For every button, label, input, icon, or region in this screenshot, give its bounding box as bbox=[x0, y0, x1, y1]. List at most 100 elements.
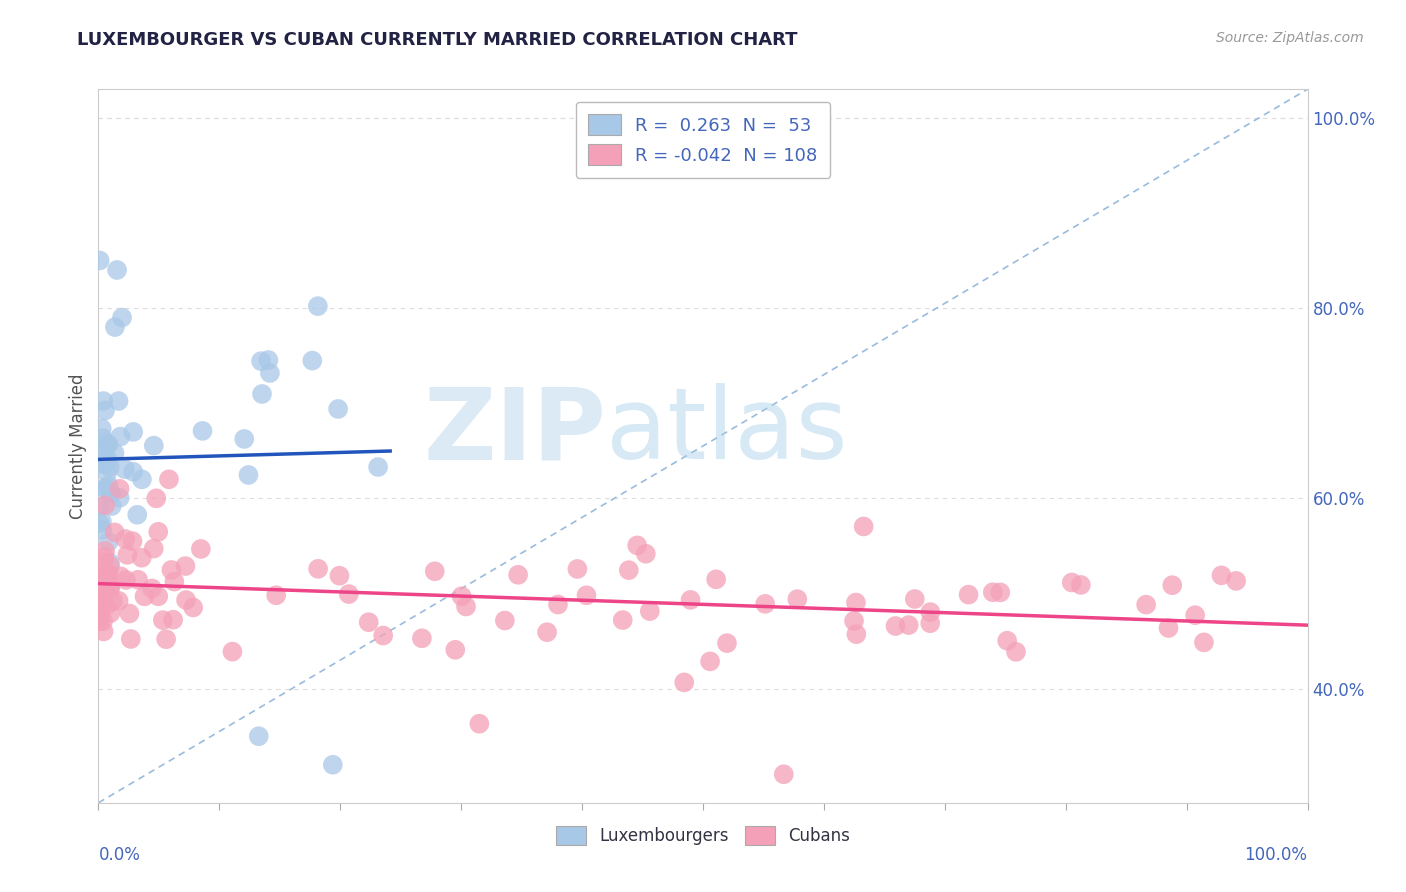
Point bbox=[142, 541, 165, 556]
Point bbox=[94, 482, 117, 496]
Point bbox=[157, 472, 180, 486]
Point bbox=[97, 571, 120, 585]
Point bbox=[96, 466, 118, 480]
Point bbox=[307, 562, 329, 576]
Point bbox=[162, 613, 184, 627]
Point bbox=[94, 565, 117, 579]
Point bbox=[250, 387, 273, 401]
Point bbox=[411, 632, 433, 646]
Point bbox=[699, 654, 721, 668]
Point bbox=[94, 403, 117, 417]
Point bbox=[89, 584, 111, 599]
Text: Source: ZipAtlas.com: Source: ZipAtlas.com bbox=[1216, 31, 1364, 45]
Point bbox=[155, 632, 177, 647]
Point bbox=[1211, 568, 1233, 582]
Point bbox=[786, 592, 808, 607]
Point bbox=[118, 607, 141, 621]
Point bbox=[91, 614, 114, 628]
Point bbox=[90, 574, 112, 588]
Point bbox=[995, 633, 1018, 648]
Point bbox=[97, 438, 120, 452]
Point bbox=[127, 508, 149, 522]
Point bbox=[328, 568, 350, 582]
Point bbox=[897, 618, 920, 632]
Point bbox=[988, 585, 1011, 599]
Point bbox=[250, 354, 273, 368]
Point bbox=[247, 729, 270, 743]
Point bbox=[454, 599, 477, 614]
Point bbox=[1184, 608, 1206, 623]
Point bbox=[97, 437, 120, 451]
Point bbox=[450, 589, 472, 603]
Point bbox=[97, 535, 120, 549]
Point bbox=[89, 614, 111, 628]
Point bbox=[93, 624, 115, 639]
Point bbox=[89, 579, 111, 593]
Point bbox=[845, 627, 868, 641]
Point bbox=[152, 613, 174, 627]
Point bbox=[89, 576, 111, 591]
Point bbox=[221, 644, 243, 658]
Point bbox=[367, 460, 389, 475]
Point bbox=[716, 636, 738, 650]
Point bbox=[141, 582, 163, 596]
Point bbox=[100, 486, 122, 500]
Point bbox=[93, 446, 115, 460]
Point bbox=[134, 590, 156, 604]
Text: 0.0%: 0.0% bbox=[98, 846, 141, 863]
Point bbox=[1070, 578, 1092, 592]
Point bbox=[115, 573, 138, 587]
Point bbox=[98, 579, 121, 593]
Legend: Luxembourgers, Cubans: Luxembourgers, Cubans bbox=[548, 819, 858, 852]
Point bbox=[108, 491, 131, 505]
Point bbox=[494, 614, 516, 628]
Point bbox=[920, 605, 942, 619]
Point bbox=[634, 547, 657, 561]
Point bbox=[117, 548, 139, 562]
Point bbox=[104, 525, 127, 540]
Point bbox=[884, 619, 907, 633]
Point bbox=[259, 366, 281, 380]
Point bbox=[96, 599, 118, 613]
Point bbox=[89, 594, 111, 608]
Point bbox=[101, 594, 124, 608]
Point bbox=[444, 642, 467, 657]
Point bbox=[508, 567, 530, 582]
Point bbox=[89, 253, 111, 268]
Point bbox=[679, 593, 702, 607]
Point bbox=[122, 425, 145, 439]
Point bbox=[100, 606, 122, 620]
Point bbox=[100, 499, 122, 513]
Point bbox=[114, 532, 136, 546]
Point bbox=[121, 534, 143, 549]
Point bbox=[845, 596, 868, 610]
Point bbox=[920, 616, 942, 631]
Point bbox=[842, 614, 865, 628]
Point bbox=[638, 604, 661, 618]
Point bbox=[904, 592, 927, 607]
Point bbox=[148, 524, 170, 539]
Point bbox=[233, 432, 256, 446]
Point bbox=[111, 310, 134, 325]
Point bbox=[1225, 574, 1247, 588]
Point bbox=[160, 563, 183, 577]
Point bbox=[981, 585, 1004, 599]
Text: 100.0%: 100.0% bbox=[1244, 846, 1308, 863]
Point bbox=[90, 515, 112, 529]
Point bbox=[98, 580, 121, 594]
Text: LUXEMBOURGER VS CUBAN CURRENTLY MARRIED CORRELATION CHART: LUXEMBOURGER VS CUBAN CURRENTLY MARRIED … bbox=[77, 31, 797, 49]
Point bbox=[104, 320, 127, 334]
Point bbox=[852, 519, 875, 533]
Point bbox=[114, 462, 136, 476]
Point bbox=[89, 440, 111, 454]
Point bbox=[97, 453, 120, 467]
Point bbox=[107, 594, 129, 608]
Point bbox=[1157, 621, 1180, 635]
Point bbox=[1192, 635, 1215, 649]
Point bbox=[181, 600, 204, 615]
Point bbox=[98, 556, 121, 570]
Point bbox=[1135, 598, 1157, 612]
Point bbox=[191, 424, 214, 438]
Point bbox=[174, 559, 197, 574]
Point bbox=[575, 588, 598, 602]
